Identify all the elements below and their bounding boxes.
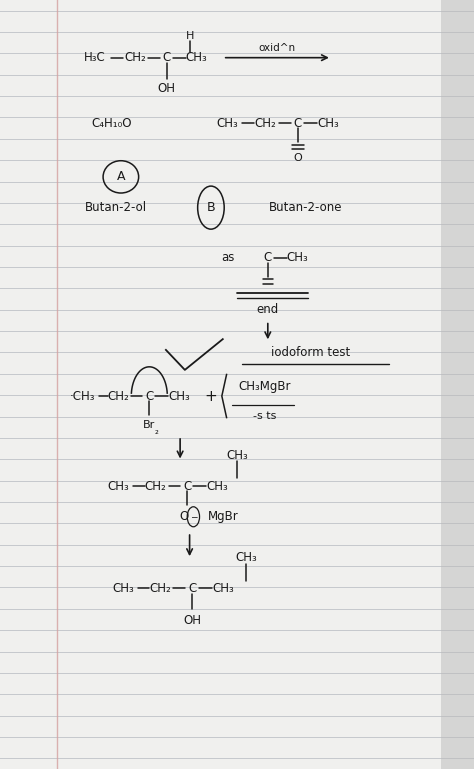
Text: CH₃: CH₃ [206,480,228,492]
Text: C: C [183,480,191,492]
Text: C: C [264,251,272,264]
Text: as: as [221,251,234,264]
Text: C: C [145,390,154,402]
Text: CH₂: CH₂ [124,52,146,64]
Text: C: C [163,52,171,64]
Text: C₄H₁₀O: C₄H₁₀O [91,117,132,129]
Text: CH₃MgBr: CH₃MgBr [238,381,291,393]
Text: CH₃: CH₃ [213,582,235,594]
Text: O: O [293,153,302,164]
Text: −: − [190,512,197,521]
Text: A: A [117,171,125,183]
Text: OH: OH [158,82,176,95]
Text: CH₃: CH₃ [318,117,339,129]
Text: H₃C: H₃C [84,52,106,64]
Bar [441,0,474,769]
Text: ·CH₃: ·CH₃ [70,390,96,402]
Text: iodoform test: iodoform test [271,346,350,358]
Text: H: H [185,31,194,42]
Text: ₂: ₂ [155,425,158,436]
Text: CH₃: CH₃ [108,480,129,492]
Text: CH₂: CH₂ [108,390,129,402]
Text: C: C [188,582,197,594]
Text: CH₃: CH₃ [186,52,208,64]
Text: CH₃: CH₃ [217,117,238,129]
Text: CH₂: CH₂ [255,117,276,129]
Text: -s ts: -s ts [253,411,276,421]
Text: CH₃: CH₃ [112,582,134,594]
Text: OH: OH [183,614,201,627]
Text: oxid^n: oxid^n [259,42,296,53]
Text: end: end [257,304,279,316]
Text: MgBr: MgBr [208,511,238,523]
Text: Butan-2-ol: Butan-2-ol [85,201,147,214]
Text: CH₃: CH₃ [236,551,257,564]
Text: +: + [205,388,217,404]
Text: CH₃: CH₃ [226,449,248,461]
Text: B: B [207,201,215,214]
Text: CH₂: CH₂ [149,582,171,594]
Text: C: C [293,117,302,129]
Text: CH₃: CH₃ [168,390,190,402]
Text: Butan-2-one: Butan-2-one [269,201,343,214]
Text: CH₃: CH₃ [287,251,309,264]
Text: O: O [179,511,189,523]
Text: Br: Br [143,420,155,431]
Text: CH₂: CH₂ [145,480,166,492]
